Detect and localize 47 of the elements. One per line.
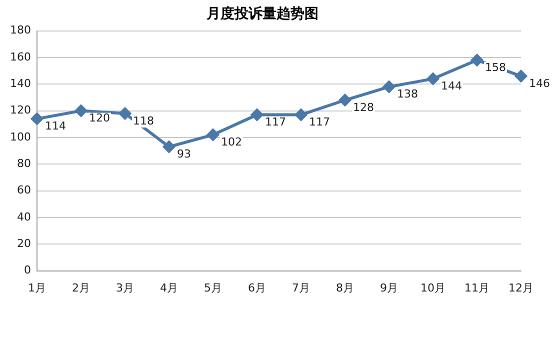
x-tick-label: 1月: [28, 281, 46, 294]
x-tick-label: 10月: [420, 281, 446, 294]
x-tick-label: 2月: [72, 281, 90, 294]
data-label: 114: [44, 120, 66, 133]
point: [383, 80, 395, 93]
x-tick-label: 5月: [204, 281, 222, 294]
y-tick-label: 80: [16, 156, 31, 170]
data-label: 117: [309, 116, 330, 129]
x-tick-label: 8月: [336, 281, 354, 294]
data-label: 138: [397, 88, 418, 101]
data-label: 117: [265, 116, 286, 129]
point: [251, 108, 263, 121]
y-tick-label: 180: [10, 24, 31, 37]
data-label: 93: [176, 148, 191, 161]
point: [206, 128, 219, 141]
point: [427, 72, 439, 85]
data-label: 128: [353, 100, 374, 114]
y-tick-label: 160: [10, 50, 31, 64]
point: [118, 107, 131, 120]
data-label: 118: [132, 114, 154, 128]
data-label: 120: [88, 112, 110, 125]
y-tick-label: 0: [24, 264, 31, 277]
point: [162, 140, 175, 153]
point: [515, 70, 527, 82]
data-label: 146: [529, 76, 550, 90]
x-tick-label: 11月: [464, 281, 490, 294]
x-tick-label: 12月: [508, 281, 534, 294]
point: [74, 104, 87, 117]
y-tick-label: 140: [10, 76, 31, 90]
y-tick-label: 120: [10, 104, 31, 117]
chart-title: 月度投诉量趋势图: [206, 5, 318, 22]
point: [471, 54, 483, 66]
x-tick-label: 6月: [248, 281, 266, 294]
data-label: 158: [485, 60, 506, 74]
point: [295, 108, 307, 121]
point: [30, 112, 43, 125]
x-tick-label: 7月: [292, 281, 310, 294]
data-label: 102: [220, 136, 242, 149]
point: [339, 94, 351, 106]
y-tick-label: 40: [16, 210, 31, 224]
y-tick-label: 20: [16, 236, 31, 250]
data-label: 144: [441, 80, 462, 93]
y-tick-label: 100: [10, 130, 31, 144]
x-tick-label: 3月: [116, 281, 134, 294]
x-tick-label: 9月: [380, 281, 398, 294]
y-tick-label: 60: [16, 184, 31, 197]
x-tick-label: 4月: [160, 281, 178, 294]
